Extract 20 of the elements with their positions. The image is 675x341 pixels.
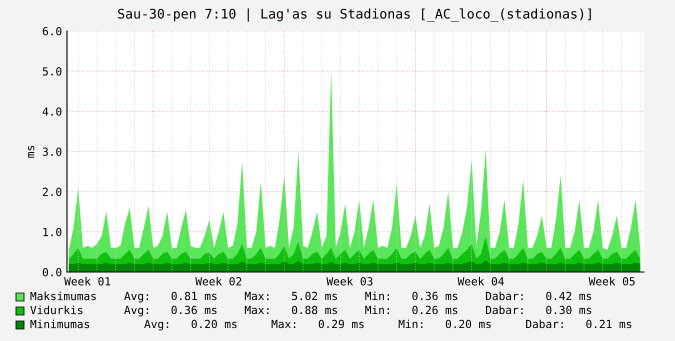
y-tick-label: 2.0 (42, 188, 62, 196)
x-tick-label: Week 05 (588, 276, 635, 286)
x-tick-label: Week 02 (195, 276, 242, 286)
legend-label: Minimumas (30, 320, 90, 328)
y-tick-label: 6.0 (42, 27, 62, 36)
text: Avg: 0.20 ms Max: 0.29 ms Min: 0.20 ms Dabar: 0.21 ms (144, 320, 632, 330)
y-tick-label: 1.0 (43, 228, 62, 236)
x-tick-label: Week 03 (326, 276, 372, 286)
legend-label: Maksimumas (30, 292, 96, 300)
legend-label: Vidurkis (30, 306, 82, 314)
y-tick-label: 0.0 (42, 268, 62, 276)
x-tick-label: Week 01 (64, 276, 110, 286)
y-tick-label: 4.0 (42, 107, 62, 116)
x-tick-label: Week 04 (458, 276, 504, 286)
text: Avg: 0.36 ms Max: 0.88 ms Min: 0.26 ms Dabar: 0.30 ms (124, 306, 592, 316)
y-tick-label: 3.0 (42, 148, 62, 156)
y-axis-title: ms (28, 146, 34, 158)
chart-title: Sau-30-pen 7:10 | Lag'as su Stadionas [_AC_loco_(stadionas)] (118, 8, 591, 22)
y-tick-label: 5.0 (42, 67, 62, 76)
text: Avg: 0.81 ms Max: 5.02 ms Min: 0.36 ms Dabar: 0.42 ms (124, 292, 592, 302)
